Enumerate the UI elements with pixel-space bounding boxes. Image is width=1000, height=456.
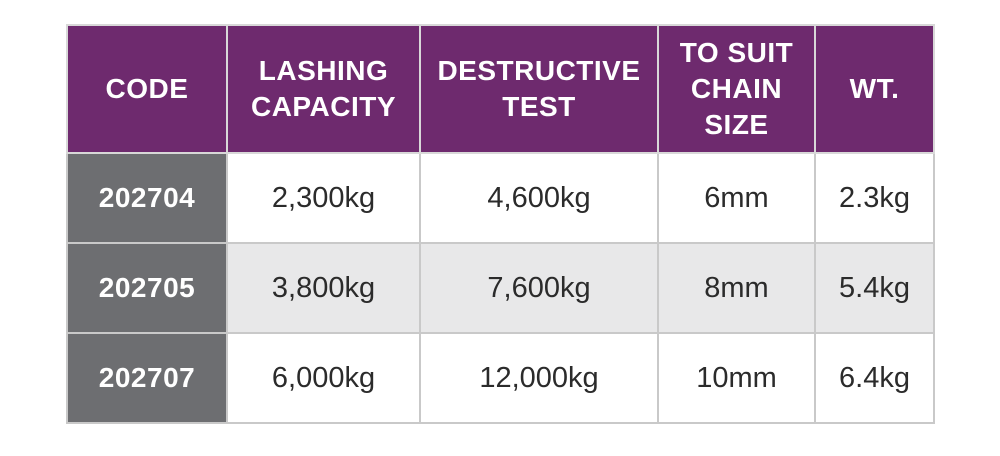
spec-table: CODE LASHING CAPACITY DESTRUCTIVE TEST T… <box>66 24 935 424</box>
header-destructive-test: DESTRUCTIVE TEST <box>419 24 659 154</box>
lashing-capacity-cell: 3,800kg <box>226 242 421 334</box>
table-row: 202707 6,000kg 12,000kg 10mm 6.4kg <box>66 332 935 424</box>
lashing-capacity-cell: 6,000kg <box>226 332 421 424</box>
header-weight: WT. <box>814 24 935 154</box>
lashing-capacity-cell: 2,300kg <box>226 152 421 244</box>
product-code: 202707 <box>66 332 228 424</box>
header-chain-size: TO SUIT CHAIN SIZE <box>657 24 816 154</box>
weight-cell: 2.3kg <box>814 152 935 244</box>
header-row: CODE LASHING CAPACITY DESTRUCTIVE TEST T… <box>66 24 935 154</box>
table-row: 202705 3,800kg 7,600kg 8mm 5.4kg <box>66 242 935 334</box>
table-row: 202704 2,300kg 4,600kg 6mm 2.3kg <box>66 152 935 244</box>
chain-size-cell: 6mm <box>657 152 816 244</box>
table-header: CODE LASHING CAPACITY DESTRUCTIVE TEST T… <box>66 24 935 154</box>
header-lashing-capacity: LASHING CAPACITY <box>226 24 421 154</box>
table-body: 202704 2,300kg 4,600kg 6mm 2.3kg 202705 … <box>66 152 935 424</box>
weight-cell: 5.4kg <box>814 242 935 334</box>
destructive-test-cell: 4,600kg <box>419 152 659 244</box>
product-code: 202705 <box>66 242 228 334</box>
weight-cell: 6.4kg <box>814 332 935 424</box>
chain-size-cell: 10mm <box>657 332 816 424</box>
destructive-test-cell: 7,600kg <box>419 242 659 334</box>
destructive-test-cell: 12,000kg <box>419 332 659 424</box>
header-code: CODE <box>66 24 228 154</box>
product-code: 202704 <box>66 152 228 244</box>
chain-size-cell: 8mm <box>657 242 816 334</box>
